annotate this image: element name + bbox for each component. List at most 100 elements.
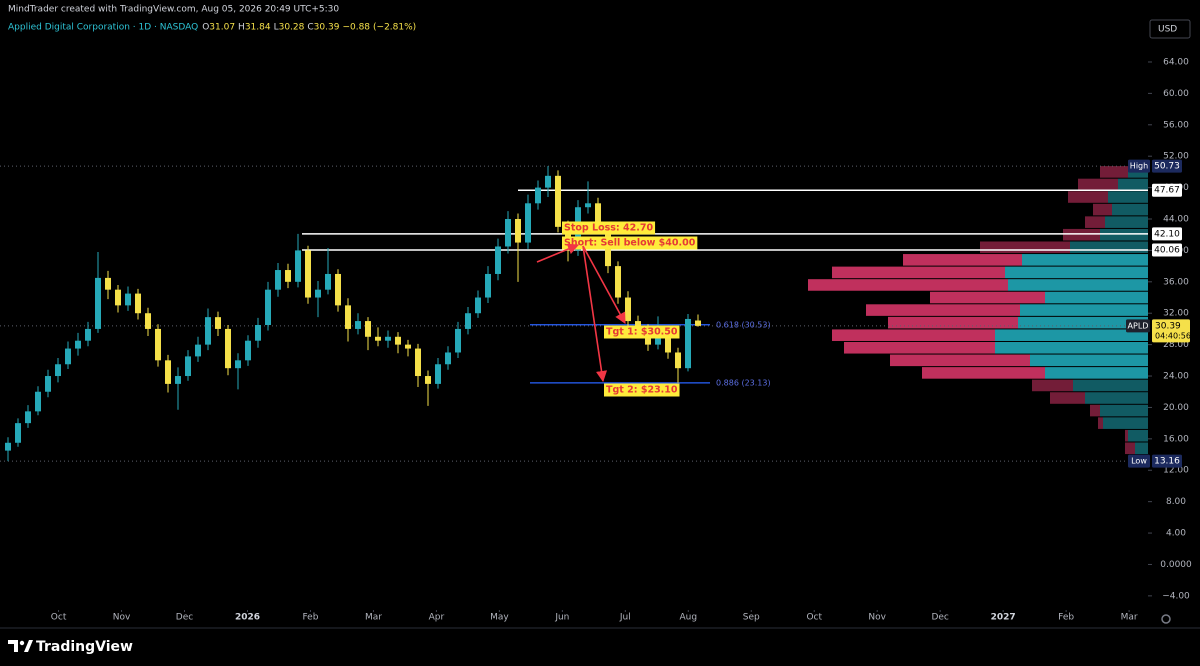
candle-body [365, 321, 371, 337]
legend-text: 30.39 [314, 23, 340, 33]
candle-body [335, 273, 341, 306]
x-tick-label: Feb [302, 613, 318, 623]
profile-sell [922, 367, 1045, 379]
candle-body [125, 293, 131, 306]
annotation-box [604, 325, 680, 339]
credit: MindTrader created with TradingView.com,… [8, 5, 339, 15]
y-tick-label: 24.00 [1163, 372, 1189, 382]
profile-sell [1098, 417, 1103, 429]
x-tick-label: 2026 [235, 613, 260, 623]
level-label-box [1152, 183, 1182, 197]
candle-body [475, 297, 481, 314]
profile-sell [1125, 429, 1128, 442]
profile-buy [1008, 279, 1148, 291]
high-tag-box [1128, 159, 1150, 173]
profile-sell [1100, 166, 1128, 178]
high-value: 50.73 [1154, 162, 1180, 172]
y-tick-label: 56.00 [1163, 120, 1189, 130]
level-label-box [1152, 243, 1182, 257]
x-tick-label: Oct [806, 613, 822, 623]
candle-body [55, 364, 61, 377]
x-tick-label: Mar [1121, 613, 1138, 623]
candle-body [625, 297, 631, 322]
candle-body [665, 332, 671, 353]
x-tick-label: Jun [554, 613, 569, 623]
y-tick-label: 60.00 [1163, 89, 1189, 99]
profile-sell [1090, 404, 1100, 417]
candle-body [525, 203, 531, 243]
candle-body [385, 336, 391, 341]
profile-sell [866, 304, 1020, 316]
candle-body [45, 376, 51, 392]
x-tick-label: May [490, 613, 509, 623]
candle-body [95, 277, 101, 329]
x-tick-label: Sep [743, 613, 760, 623]
candle-body [155, 328, 161, 361]
profile-buy [1070, 241, 1148, 254]
profile-buy [1045, 291, 1148, 304]
profile-sell [1032, 379, 1073, 392]
profile-buy [1103, 417, 1148, 429]
x-tick-label: Jul [619, 613, 631, 623]
candle-body [105, 277, 111, 290]
candle-body [65, 348, 71, 365]
candle-body [355, 321, 361, 329]
candle-body [305, 250, 311, 298]
profile-sell [888, 316, 1018, 329]
y-tick-label: 4.00 [1166, 529, 1186, 539]
y-tick-label: 52.00 [1163, 152, 1189, 162]
currency[interactable]: USD [1158, 25, 1177, 35]
candle-body [115, 289, 121, 306]
profile-sell [1078, 178, 1118, 191]
profile-sell [1093, 203, 1112, 216]
legend-text: 31.07 [209, 23, 235, 33]
candle-body [205, 317, 211, 345]
low-tag: Low [1131, 457, 1147, 466]
x-tick-label: Oct [51, 613, 67, 623]
annotation: Stop Loss: 42.70 [564, 223, 653, 234]
legend-text: 30.28 [279, 23, 305, 33]
profile-buy [1073, 379, 1148, 392]
y-tick-label: 36.00 [1163, 277, 1189, 287]
legend-text: H [238, 23, 245, 33]
level-label: 47.67 [1154, 186, 1180, 196]
y-tick-label: 16.00 [1163, 434, 1189, 444]
profile-buy [1112, 203, 1148, 216]
x-tick-label: Nov [113, 613, 131, 623]
candle-body [545, 175, 551, 188]
profile-sell [980, 241, 1070, 254]
y-tick-label: 8.00 [1166, 497, 1186, 507]
candle-body [325, 273, 331, 290]
brand: TradingView [36, 639, 133, 655]
low-value-box [1152, 454, 1182, 468]
fib-label: 0.618 (30.53) [716, 320, 771, 329]
candle-body [415, 348, 421, 377]
profile-buy [1030, 354, 1148, 367]
candle-body [375, 336, 381, 341]
x-tick-label: Dec [176, 613, 193, 623]
candle-body [345, 305, 351, 329]
candle-body [195, 344, 201, 357]
settings-icon[interactable] [1161, 614, 1171, 624]
high-value-box [1152, 159, 1182, 173]
profile-buy [1005, 266, 1148, 279]
candle-body [655, 332, 661, 345]
profile-buy [1135, 442, 1148, 455]
candle-body [15, 423, 21, 443]
legend-text: 31.84 [245, 23, 271, 33]
level-label: 40.06 [1154, 245, 1180, 255]
logo-icon [8, 640, 33, 652]
annotation: Tgt 2: $23.10 [606, 385, 678, 396]
candle-body [685, 318, 691, 369]
symbol-tag: APLD [1128, 321, 1149, 330]
profile-buy [1105, 216, 1148, 228]
profile-sell [903, 254, 1022, 266]
annotation: Tgt 1: $30.50 [606, 327, 678, 338]
annotation: Short: Sell below $40.00 [564, 238, 696, 249]
last-price: 30.39 [1155, 321, 1181, 331]
currency-box[interactable] [1149, 19, 1191, 39]
candle-body [225, 328, 231, 369]
profile-sell [1063, 228, 1100, 241]
profile-buy [1108, 191, 1148, 203]
profile-buy [995, 329, 1148, 341]
